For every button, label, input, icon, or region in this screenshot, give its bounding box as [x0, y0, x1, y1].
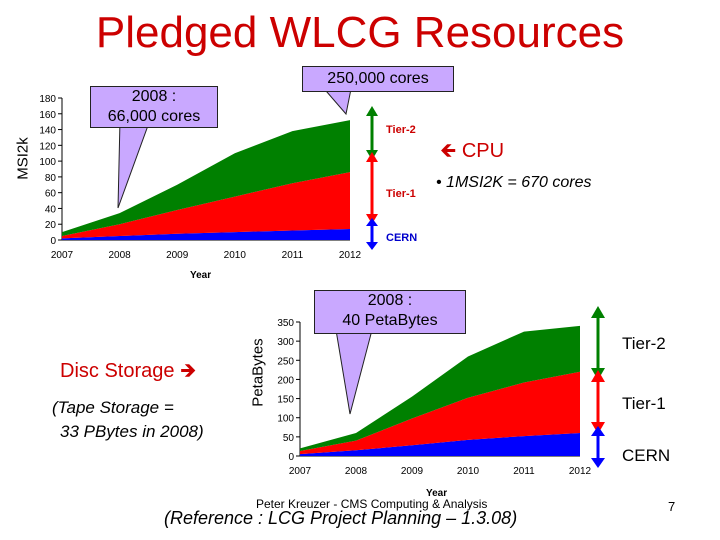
cpu-area-cern — [62, 228, 350, 240]
disk-callout-line1: 2008 : — [367, 292, 413, 309]
cpu-arrow-text: CPU — [461, 140, 505, 162]
cpu-ytick-label: 60 — [45, 189, 57, 200]
cpu-ytick-label: 100 — [39, 157, 56, 168]
cpu-2008-callout-line2: 66,000 cores — [107, 108, 201, 125]
cpu-2008-callout-line1: 2008 : — [131, 88, 177, 105]
disk-xlabel: Year — [426, 488, 448, 499]
disk-ytick-label: 200 — [277, 375, 294, 386]
footer-reference: (Reference : LCG Project Planning – 1.3.… — [164, 508, 518, 528]
cpu-xtick-label: 2011 — [282, 250, 304, 261]
disk-tier1-label: Tier-1 — [622, 394, 666, 413]
cpu-xtick-label: 2012 — [339, 250, 362, 261]
disk-ytick-label: 350 — [277, 318, 294, 329]
left-arrow-icon: 🡸 — [440, 140, 457, 162]
disk-xtick-label: 2009 — [401, 466, 424, 477]
tape-note-line2: 33 PBytes in 2008) — [60, 422, 204, 441]
cpu-ytick-label: 0 — [50, 236, 56, 247]
disk-tier2-label: Tier-2 — [622, 334, 666, 353]
tape-note-line1: (Tape Storage = — [52, 398, 174, 417]
cpu-2008-callout: 2008 : 66,000 cores — [90, 86, 218, 128]
cpu-area-tier-2 — [62, 120, 350, 237]
cpu-2012-callout: 250,000 cores — [302, 66, 454, 92]
disc-storage-text: Disc Storage — [60, 360, 175, 382]
disk-callout-line2: 40 PetaBytes — [342, 312, 438, 329]
cpu-ytick-label: 20 — [45, 220, 57, 231]
cpu-ytick-label: 180 — [39, 94, 56, 105]
disk-area-tier-1 — [300, 371, 580, 455]
disk-xtick-label: 2008 — [345, 466, 368, 477]
disk-ylabel: PetaBytes — [249, 338, 267, 407]
cpu-ytick-label: 120 — [39, 141, 56, 152]
slide-title: Pledged WLCG Resources — [95, 8, 625, 57]
cpu-ytick-label: 80 — [45, 173, 57, 184]
cpu-xtick-label: 2010 — [224, 250, 247, 261]
disk-xtick-label: 2007 — [289, 466, 312, 477]
tape-storage-note: (Tape Storage = 33 PBytes in 2008) — [52, 396, 204, 444]
disk-xtick-label: 2011 — [513, 466, 535, 477]
cpu-xtick-label: 2007 — [51, 250, 74, 261]
disk-ytick-label: 300 — [277, 337, 294, 348]
cpu-xlabel: Year — [190, 270, 212, 281]
cpu-arrow-label: 🡸 CPU — [440, 136, 504, 170]
right-arrow-icon: 🡺 — [180, 360, 197, 382]
disk-ytick-label: 50 — [283, 433, 295, 444]
cpu-xtick-label: 2009 — [166, 250, 189, 261]
cpu-cern-label: CERN — [386, 232, 418, 244]
cpu-ytick-label: 160 — [39, 110, 56, 121]
disc-storage-label: Disc Storage 🡺 — [60, 356, 196, 390]
disk-ytick-label: 0 — [288, 452, 294, 463]
disk-xtick-label: 2012 — [569, 466, 592, 477]
disk-ytick-label: 100 — [277, 414, 294, 425]
page-number: 7 — [668, 499, 676, 514]
disk-xtick-label: 2010 — [457, 466, 480, 477]
disk-ytick-label: 250 — [277, 356, 294, 367]
cpu-area-tier-1 — [62, 172, 350, 239]
disk-area-cern — [300, 433, 580, 456]
cpu-tier2-label: Tier-2 — [386, 124, 416, 136]
cpu-ytick-label: 40 — [45, 204, 57, 215]
disk-cern-label: CERN — [622, 446, 671, 465]
cpu-ytick-label: 140 — [39, 126, 56, 137]
cpu-core-note: • 1MSI2K = 670 cores — [436, 174, 592, 191]
disk-2008-callout: 2008 : 40 PetaBytes — [314, 290, 466, 334]
disk-ytick-label: 150 — [277, 395, 294, 406]
cpu-tier1-label: Tier-1 — [386, 188, 416, 200]
cpu-ylabel: MSI2k — [14, 137, 32, 180]
footer-author: Peter Kreuzer - CMS Computing & Analysis — [256, 497, 488, 511]
disk-area-tier-2 — [300, 325, 580, 452]
cpu-xtick-label: 2008 — [108, 250, 131, 261]
